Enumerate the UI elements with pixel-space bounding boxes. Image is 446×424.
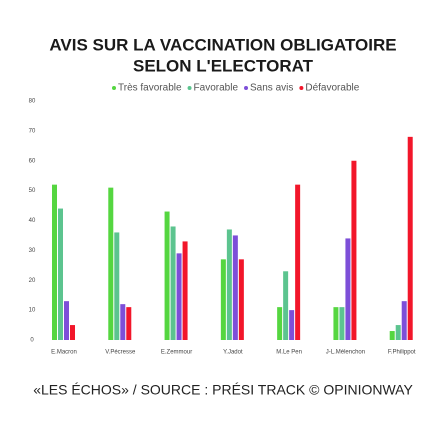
y-tick-label: 40 [29,218,36,224]
x-tick-label: Y.Jadot [223,350,243,356]
legend-marker [187,86,192,90]
chart-title: AVIS SUR LA VACCINATION OBLIGATOIRE [49,35,396,54]
bar [220,259,226,340]
legend-marker [244,86,249,90]
bar [58,208,63,340]
bar [52,184,57,340]
legend-label: Favorable [194,83,239,94]
bar [295,184,301,340]
y-tick-label: 70 [29,128,36,134]
y-tick-label: 10 [29,308,36,314]
bar [407,136,413,340]
bar [238,259,244,340]
bar [389,331,395,340]
bar [283,271,289,340]
bar [226,229,232,340]
bar [120,304,126,340]
bar [401,301,407,340]
bar [345,238,351,340]
bar [164,211,170,340]
x-tick-label: V.Pécresse [105,350,136,356]
x-tick-label: F.Philippot [388,350,416,356]
legend-label: Sans avis [250,83,293,94]
y-tick-label: 30 [29,248,36,254]
x-tick-label: E.Zemmour [161,350,192,356]
bar [114,232,120,340]
y-tick-label: 50 [29,188,36,194]
bar [176,253,182,340]
bar [182,241,188,340]
bar [395,325,401,340]
bar [108,187,114,340]
y-tick-label: 60 [29,158,36,164]
y-tick-label: 80 [29,99,36,105]
bar [333,307,339,340]
source: «LES ÉCHOS» / SOURCE : PRÉSI TRACK © OPI… [33,382,413,398]
legend-marker [112,86,116,90]
bar [64,301,69,340]
legend-label: Très favorable [118,83,182,94]
y-tick-label: 20 [29,278,36,284]
bar [351,160,357,340]
bar [232,235,238,340]
bar [126,307,132,340]
x-tick-label: E.Macron [51,350,77,356]
legend-marker [299,86,304,90]
chart-subtitle: SELON L'ELECTORAT [133,56,314,75]
legend-label: Défavorable [305,83,359,94]
bar [339,307,345,340]
x-tick-label: M.Le Pen [276,350,302,356]
x-tick-label: J-L.Mélenchon [326,350,365,356]
bar [70,325,75,340]
bar [170,226,176,340]
bar [289,310,295,340]
bar [277,307,283,340]
y-tick-label: 0 [30,338,34,344]
